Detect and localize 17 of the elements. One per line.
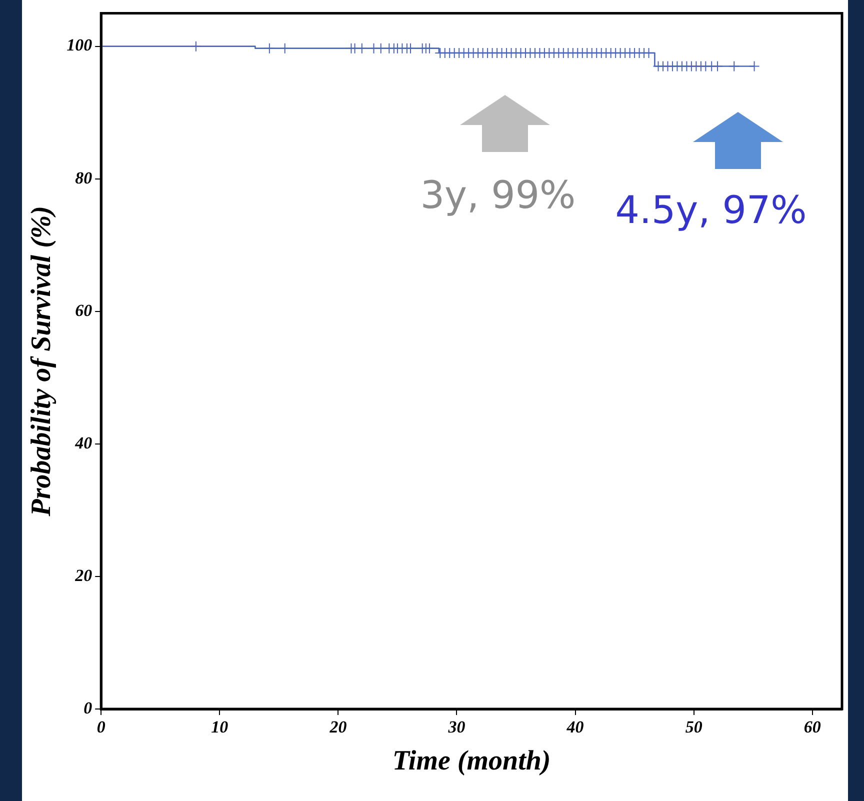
x-tick-label: 30 [447, 718, 466, 737]
y-tick-label: 40 [74, 433, 93, 452]
y-tick-label: 0 [84, 698, 93, 718]
y-tick-label: 100 [66, 36, 93, 55]
annotation: 4.5y, 97% [614, 187, 808, 234]
x-tick-label: 20 [328, 718, 348, 737]
y-tick-label: 80 [75, 168, 93, 188]
y-tick-label: 20 [74, 566, 93, 585]
x-tick-label: 10 [211, 718, 229, 737]
x-axis-title: Time (month) [392, 745, 551, 776]
x-tick-label: 40 [566, 718, 584, 737]
x-tick-label: 0 [96, 718, 106, 737]
y-tick-label: 60 [75, 300, 93, 320]
x-tick-label: 60 [804, 718, 822, 737]
annotation: 3y, 99% [420, 173, 576, 217]
x-tick-label: 50 [685, 718, 703, 737]
y-axis-title: Probability of Survival (%) [26, 206, 58, 518]
